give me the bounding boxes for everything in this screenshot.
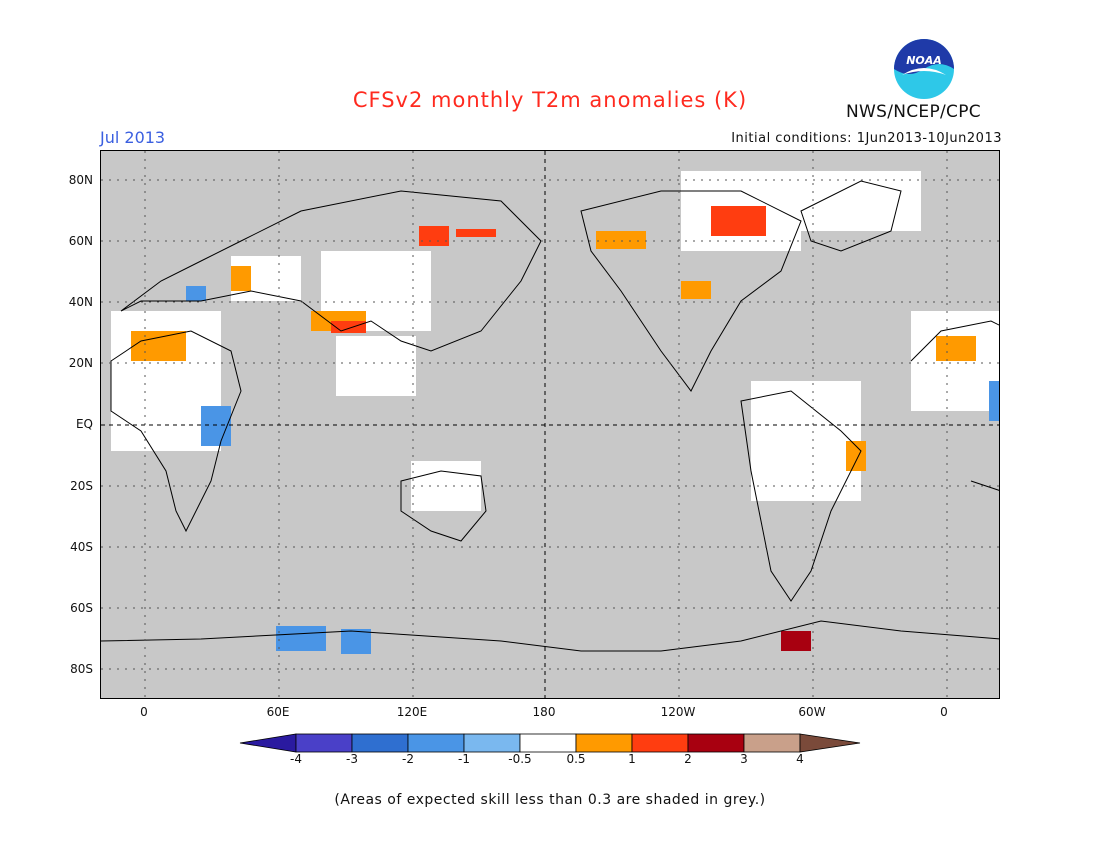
colorbar xyxy=(239,733,861,753)
lat-label-60s: 60S xyxy=(70,601,93,615)
skill-caption: (Areas of expected skill less than 0.3 a… xyxy=(334,792,766,808)
forecast-month-label: Jul 2013 xyxy=(100,128,166,147)
south-america-area xyxy=(751,381,861,501)
normal-anomaly-areas xyxy=(111,171,999,511)
lat-label-eq: EQ xyxy=(75,417,93,431)
lat-label-60n: 60N xyxy=(68,234,93,248)
lon-label-120e: 120E xyxy=(396,705,428,719)
greenland-outline xyxy=(800,180,902,252)
north-america-outline xyxy=(580,190,802,392)
lat-label-20s: 20S xyxy=(70,479,93,493)
colorbar-tick-label: -2 xyxy=(402,752,414,766)
antarctica-outline xyxy=(101,620,999,652)
map-title: CFSv2 monthly T2m anomalies (K) xyxy=(352,88,748,112)
south-america-outline xyxy=(740,390,862,602)
colorbar-tick-label: -4 xyxy=(290,752,302,766)
lat-label-80n: 80N xyxy=(68,173,93,187)
colorbar-high-arrow xyxy=(799,733,861,753)
south-asia-area xyxy=(336,336,416,396)
colorbar-tick-label: 3 xyxy=(740,752,748,766)
lon-label-0: 0 xyxy=(140,705,148,719)
cool-anomaly-areas xyxy=(186,286,999,654)
initial-conditions-label: Initial conditions: 1Jun2013-10Jun2013 xyxy=(731,131,1002,146)
colorbar-tick-label: -1 xyxy=(458,752,470,766)
lon-label-0-wrap: 0 xyxy=(940,705,948,719)
noaa-logo-icon: NOAA xyxy=(894,39,954,99)
colorbar-tick-label: 1 xyxy=(628,752,636,766)
colorbar-tick-label: 2 xyxy=(684,752,692,766)
colorbar-tick-label: -3 xyxy=(346,752,358,766)
lon-label-60w: 60W xyxy=(798,705,826,719)
lon-label-180: 180 xyxy=(532,705,556,719)
africa-outline xyxy=(110,330,242,533)
colorbar-low-arrow xyxy=(239,733,297,753)
australia-outline xyxy=(400,470,487,542)
colorbar-tick-label: -0.5 xyxy=(508,752,532,766)
colorbar-tick-label: 4 xyxy=(796,752,804,766)
map-panel xyxy=(100,150,1000,699)
logo-text: NOAA xyxy=(906,54,942,67)
colorbar-tick-label: 0.5 xyxy=(566,752,586,766)
eurasia-outline xyxy=(120,190,542,352)
gridlines xyxy=(101,151,999,698)
lat-label-80s: 80S xyxy=(70,662,93,676)
warm-anomaly-areas xyxy=(131,206,976,651)
coastlines xyxy=(101,180,999,652)
lat-label-20n: 20N xyxy=(68,356,93,370)
wrap-coast-outline xyxy=(910,320,999,491)
lat-label-40n: 40N xyxy=(68,295,93,309)
lat-label-40s: 40S xyxy=(70,540,93,554)
lon-label-120w: 120W xyxy=(660,705,696,719)
agency-label: NWS/NCEP/CPC xyxy=(846,102,981,122)
anomaly-map xyxy=(101,151,999,698)
lon-label-60e: 60E xyxy=(266,705,290,719)
